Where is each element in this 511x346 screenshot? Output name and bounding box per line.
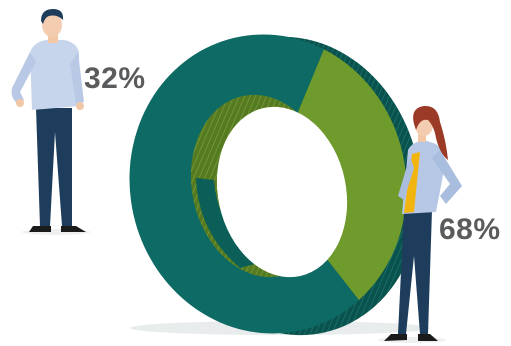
slice-label-teal: 68%: [439, 213, 501, 246]
slice-label-green: 32%: [84, 62, 146, 95]
man-figure: [11, 9, 90, 235]
woman-figure: [378, 105, 462, 343]
donut-hole: [216, 106, 348, 278]
donut-inner-wall-teal: [196, 178, 262, 268]
